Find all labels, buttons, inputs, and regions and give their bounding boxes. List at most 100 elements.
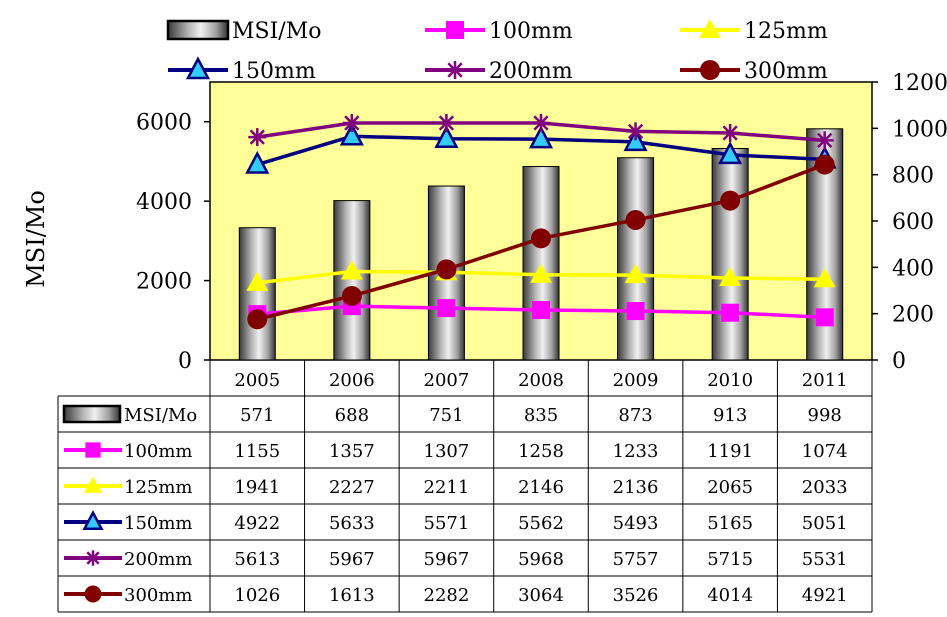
point-300mm-2010 bbox=[720, 190, 741, 211]
table-cell-150mm-2007: 5571 bbox=[424, 513, 470, 534]
point-200mm-2009 bbox=[626, 122, 645, 141]
table-row-label: MSI/Mo bbox=[124, 405, 197, 426]
legend-item-150mm: 150mm bbox=[168, 56, 316, 84]
point-125mm-2006 bbox=[340, 260, 363, 280]
table-row-150mm: 150mm 4922 5633 5571 5562 5493 5165 5051 bbox=[64, 509, 848, 534]
point-200mm-2005 bbox=[248, 128, 267, 147]
x-tick-label-2005: 2005 bbox=[234, 370, 280, 391]
table-cell-125mm-2011: 2033 bbox=[802, 477, 848, 498]
point-150mm-2005 bbox=[245, 150, 270, 174]
table-cell-150mm-2008: 5562 bbox=[518, 513, 564, 534]
table-cell-150mm-2005: 4922 bbox=[234, 513, 280, 534]
legend-marker bbox=[699, 19, 721, 38]
point-300mm-2007 bbox=[436, 259, 457, 280]
point-150mm-2006 bbox=[339, 122, 364, 146]
x-tick-label-2006: 2006 bbox=[329, 370, 375, 391]
point-125mm-2011 bbox=[813, 268, 836, 288]
table-cell-100mm-2005: 1155 bbox=[234, 441, 280, 462]
y-right-tick-label: 400 bbox=[892, 256, 934, 281]
table-cell-125mm-2008: 2146 bbox=[518, 477, 564, 498]
legend-label: 150mm bbox=[232, 59, 316, 84]
series-150mm bbox=[245, 122, 837, 174]
table-cell-125mm-2009: 2136 bbox=[613, 477, 659, 498]
legend-item-125mm: 125mm bbox=[680, 19, 828, 44]
y-right-tick-label: 200 bbox=[892, 303, 934, 328]
table-cell-200mm-2006: 5967 bbox=[329, 549, 375, 570]
point-150mm-2010 bbox=[718, 141, 743, 165]
legend-item-200mm: 200mm bbox=[425, 59, 573, 84]
series-300mm bbox=[247, 154, 835, 330]
table-legend-key bbox=[62, 404, 122, 424]
y-right-tick-label: 1200 bbox=[892, 71, 947, 96]
y-left-tick-label: 4000 bbox=[136, 190, 192, 215]
table-cell-100mm-2008: 1258 bbox=[518, 441, 564, 462]
table-row-200mm: 200mm 5613 5967 5967 5968 5757 5715 5531 bbox=[64, 549, 848, 570]
point-200mm-2008 bbox=[532, 113, 550, 132]
table-cell-MSI/Mo-2009: 873 bbox=[618, 405, 652, 426]
table-legend-marker bbox=[85, 550, 101, 566]
point-300mm-2011 bbox=[814, 154, 835, 175]
table-legend-marker bbox=[85, 442, 101, 458]
point-125mm-2008 bbox=[530, 263, 552, 283]
series-lines bbox=[245, 113, 837, 330]
series-200mm bbox=[248, 113, 834, 150]
y-left-tick-label: 2000 bbox=[136, 270, 192, 295]
table-cell-200mm-2011: 5531 bbox=[802, 549, 848, 570]
table-cell-125mm-2005: 1941 bbox=[234, 477, 280, 498]
table-cell-MSI/Mo-2006: 688 bbox=[335, 405, 369, 426]
table-cell-200mm-2005: 5613 bbox=[234, 549, 280, 570]
x-tick-label-2010: 2010 bbox=[707, 370, 753, 391]
bar-2009 bbox=[617, 157, 655, 361]
table-cell-100mm-2006: 1357 bbox=[329, 441, 375, 462]
table-row-300mm: 300mm 1026 1613 2282 3064 3526 4014 4921 bbox=[64, 585, 848, 606]
legend-label: MSI/Mo bbox=[232, 19, 321, 44]
point-150mm-2007 bbox=[434, 125, 459, 149]
table-cell-100mm-2010: 1191 bbox=[707, 441, 753, 462]
point-150mm-2008 bbox=[528, 125, 554, 149]
legend-label: 300mm bbox=[744, 59, 828, 84]
x-tick-label-2008: 2008 bbox=[518, 370, 564, 391]
point-100mm-2008 bbox=[532, 301, 550, 320]
table-cell-150mm-2011: 5051 bbox=[802, 513, 848, 534]
legend-label: 200mm bbox=[489, 59, 573, 84]
table-cell-MSI/Mo-2007: 751 bbox=[429, 405, 463, 426]
table-cell-300mm-2010: 4014 bbox=[707, 585, 753, 606]
table-legend-marker bbox=[84, 585, 102, 603]
x-tick-label-2011: 2011 bbox=[802, 370, 848, 391]
legend-marker bbox=[446, 61, 464, 79]
table-cell-150mm-2009: 5493 bbox=[613, 513, 659, 534]
bars bbox=[238, 128, 844, 361]
x-tick-label-2009: 2009 bbox=[613, 370, 659, 391]
point-200mm-2007 bbox=[437, 114, 456, 133]
point-200mm-2006 bbox=[342, 114, 361, 133]
point-100mm-2007 bbox=[437, 299, 456, 318]
point-100mm-2011 bbox=[815, 308, 834, 327]
bar-2006 bbox=[333, 200, 371, 361]
table-row-label: 150mm bbox=[124, 513, 193, 534]
legend-item-100mm: 100mm bbox=[425, 19, 573, 44]
table-row-label: 100mm bbox=[124, 441, 193, 462]
legend-label: 100mm bbox=[489, 19, 573, 44]
point-300mm-2005 bbox=[247, 309, 268, 330]
point-100mm-2010 bbox=[721, 303, 740, 322]
y-right-tick-label: 0 bbox=[892, 349, 906, 374]
table-row-label: 200mm bbox=[124, 549, 193, 570]
table-cell-200mm-2007: 5967 bbox=[424, 549, 470, 570]
table-cell-300mm-2007: 2282 bbox=[424, 585, 470, 606]
point-300mm-2009 bbox=[625, 209, 646, 230]
table-row-100mm: 100mm 1155 1357 1307 1258 1233 1191 1074 bbox=[64, 441, 848, 462]
table-legend-marker bbox=[82, 509, 104, 531]
table-cell-100mm-2007: 1307 bbox=[424, 441, 470, 462]
legend-item-300mm: 300mm bbox=[680, 59, 828, 84]
point-100mm-2009 bbox=[626, 302, 645, 321]
table-cell-200mm-2009: 5757 bbox=[613, 549, 659, 570]
y-right-tick-label: 1000 bbox=[892, 117, 947, 142]
point-125mm-2010 bbox=[719, 266, 742, 286]
table-row-label: 300mm bbox=[124, 585, 193, 606]
bar-2010 bbox=[711, 147, 749, 361]
table-legend-marker bbox=[83, 476, 103, 493]
table-cell-150mm-2010: 5165 bbox=[707, 513, 753, 534]
table-cell-200mm-2010: 5715 bbox=[707, 549, 753, 570]
table-cell-100mm-2009: 1233 bbox=[613, 441, 659, 462]
